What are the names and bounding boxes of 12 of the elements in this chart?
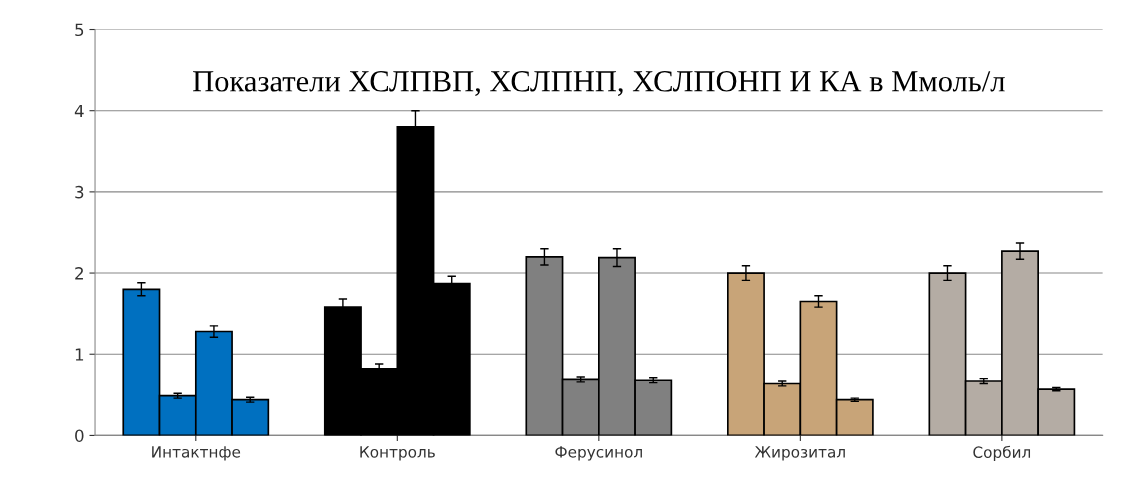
y-tick-label: 3 xyxy=(75,185,84,199)
x-tick-label: Сорбил xyxy=(973,445,1031,461)
y-tick-label: 0 xyxy=(75,429,84,442)
text: Показатели ХСЛПВП, ХСЛПНП, ХСЛПОНП И КА в Ммоль/л xyxy=(193,71,1005,97)
y-tick-label: 5 xyxy=(75,23,84,37)
y-tick-label: 4 xyxy=(74,104,84,118)
y-tick-label: 1 xyxy=(75,348,84,361)
x-tick-label: Интактнфе xyxy=(152,446,241,461)
x-tick-label: Контроль xyxy=(360,446,435,461)
x-tick-label: Жирозитал xyxy=(754,446,845,461)
y-tick-label: 2 xyxy=(75,267,83,280)
x-tick-label: Ферусинол xyxy=(555,446,642,461)
